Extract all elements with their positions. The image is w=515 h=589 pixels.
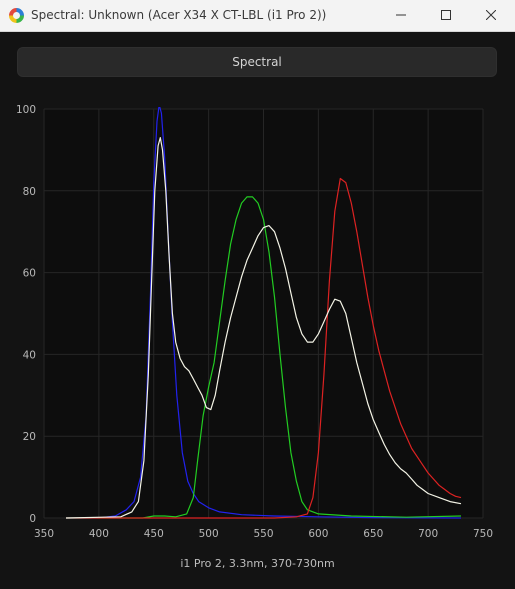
spectrum-series-line bbox=[66, 177, 462, 519]
x-axis-label: i1 Pro 2, 3.3nm, 370-730nm bbox=[180, 557, 335, 570]
y-tick-label: 100 bbox=[16, 104, 36, 116]
spectral-plot: 350 400 450 500 550 600 650 700 750 0 20 40 60 80 100 bbox=[16, 104, 493, 540]
spectrum-series-line bbox=[65, 137, 462, 519]
window-title: Spectral: Unknown (Acer X34 X CT-LBL (i1… bbox=[31, 8, 327, 22]
minimize-icon bbox=[396, 14, 406, 16]
maximize-icon bbox=[441, 10, 451, 20]
x-tick-label: 600 bbox=[308, 528, 328, 540]
x-tick-label: 400 bbox=[89, 528, 109, 540]
x-tick-label: 650 bbox=[363, 528, 383, 540]
x-tick-label: 450 bbox=[144, 528, 164, 540]
y-tick-label: 80 bbox=[23, 186, 36, 198]
x-tick-label: 350 bbox=[34, 528, 54, 540]
x-tick-label: 500 bbox=[199, 528, 219, 540]
x-tick-label: 550 bbox=[253, 528, 273, 540]
x-tick-label: 750 bbox=[473, 528, 493, 540]
y-tick-label: 20 bbox=[23, 431, 36, 443]
y-tick-label: 0 bbox=[29, 513, 36, 525]
y-tick-label: 60 bbox=[23, 268, 36, 280]
y-tick-label: 40 bbox=[23, 349, 36, 361]
close-button[interactable] bbox=[468, 0, 514, 31]
spectral-tab-button[interactable]: Spectral bbox=[17, 47, 497, 77]
title-bar[interactable]: Spectral: Unknown (Acer X34 X CT-LBL (i1… bbox=[0, 0, 515, 32]
close-icon bbox=[486, 10, 496, 20]
maximize-button[interactable] bbox=[423, 0, 469, 31]
minimize-button[interactable] bbox=[378, 0, 424, 31]
spectrum-series-line bbox=[66, 196, 462, 519]
x-tick-label: 700 bbox=[418, 528, 438, 540]
app-icon bbox=[9, 8, 24, 23]
